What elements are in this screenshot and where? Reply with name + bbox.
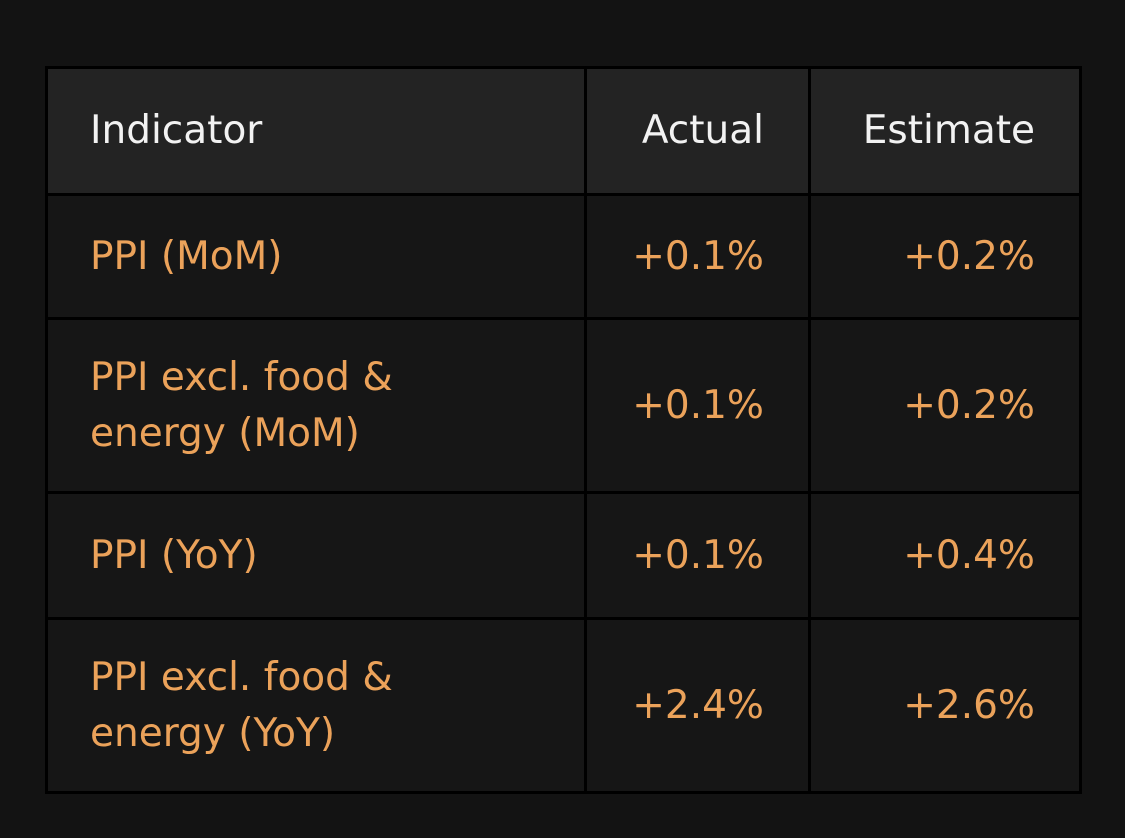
header-cell: Actual [584, 66, 811, 196]
cell-text: PPI excl. food & energy (YoY) [90, 654, 393, 756]
table-row: PPI (MoM) +0.1% +0.2% [45, 193, 1082, 320]
table-cell: PPI excl. food & energy (YoY) [45, 617, 587, 794]
cell-text: +0.2% [903, 382, 1035, 428]
table-row: PPI excl. food & energy (YoY) +2.4% +2.6% [45, 617, 1082, 794]
table-cell: PPI (YoY) [45, 491, 587, 620]
cell-text: +0.4% [903, 532, 1035, 578]
table-row: PPI excl. food & energy (MoM) +0.1% +0.2% [45, 317, 1082, 494]
header-cell: Estimate [808, 66, 1082, 196]
table-cell: +0.2% [808, 317, 1082, 494]
cell-text: PPI (YoY) [90, 532, 258, 578]
cell-text: +2.6% [903, 682, 1035, 728]
cell-text: +0.1% [632, 532, 764, 578]
table-cell: +2.4% [584, 617, 811, 794]
header-row: Indicator Actual Estimate [45, 66, 1082, 196]
table-cell: +0.1% [584, 193, 811, 320]
cell-text: PPI excl. food & energy (MoM) [90, 354, 393, 456]
table-cell: PPI (MoM) [45, 193, 587, 320]
table-cell: +2.6% [808, 617, 1082, 794]
table-row: PPI (YoY) +0.1% +0.4% [45, 491, 1082, 620]
cell-text: +0.1% [632, 382, 764, 428]
table-body: PPI (MoM) +0.1% +0.2% PPI excl. food & ener… [45, 193, 1082, 794]
table-cell: +0.2% [808, 193, 1082, 320]
table-cell: +0.1% [584, 317, 811, 494]
table-cell: PPI excl. food & energy (MoM) [45, 317, 587, 494]
table-cell: +0.1% [584, 491, 811, 620]
data-table: Indicator Actual Estimate PPI (MoM) +0.1% +0… [45, 66, 1082, 794]
table-cell: +0.4% [808, 491, 1082, 620]
cell-text: +0.2% [903, 233, 1035, 279]
cell-text: PPI (MoM) [90, 233, 283, 279]
header-cell: Indicator [45, 66, 587, 196]
cell-text: +0.1% [632, 233, 764, 279]
cell-text: +2.4% [632, 682, 764, 728]
